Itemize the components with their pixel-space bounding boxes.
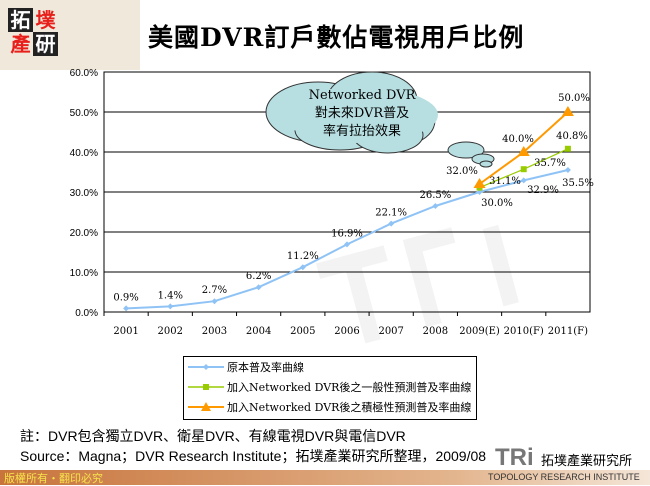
source-text: Source：Magna；DVR Research Institute；拓墣產業… (20, 448, 487, 464)
x-tick-label: 2006 (334, 326, 359, 337)
data-point (520, 166, 527, 173)
callout-text: Networked DVR (309, 88, 417, 103)
data-label: 32.0% (446, 166, 478, 177)
x-tick-label: 2002 (158, 326, 183, 337)
x-tick-label: 2007 (378, 326, 403, 337)
x-tick-label: 2010(F) (504, 326, 544, 337)
data-label: 6.2% (246, 271, 271, 282)
x-tick-label: 2004 (246, 326, 271, 337)
x-tick-label: 2011(F) (548, 326, 588, 337)
copyright-text: 版權所有・翻印必究 (4, 472, 103, 485)
callout-cloud-fill (282, 87, 438, 143)
data-label: 26.5% (419, 190, 451, 201)
data-label: 40.8% (556, 131, 588, 142)
y-tick-label: 10.0% (70, 268, 98, 279)
data-point (473, 178, 486, 188)
legend-item-general: 加入Networked DVR後之一般性預測普及率曲線 (184, 377, 476, 397)
data-label: 22.1% (375, 208, 407, 219)
data-label: 35.7% (534, 158, 566, 169)
callout-text: 對未來DVR普及 (315, 106, 409, 121)
data-label: 16.9% (331, 228, 363, 239)
data-point (123, 305, 130, 312)
data-label: 2.7% (202, 285, 227, 296)
x-tick-label: 2005 (290, 326, 315, 337)
data-label: 50.0% (558, 93, 590, 104)
data-point (344, 241, 350, 248)
x-tick-label: 2001 (113, 326, 138, 337)
data-point (211, 298, 218, 305)
data-point (564, 145, 571, 152)
data-label: 35.5% (562, 178, 594, 189)
chart-legend: 原本普及率曲線 加入Networked DVR後之一般性預測普及率曲線 加入Ne… (183, 356, 477, 420)
data-point (561, 106, 574, 116)
data-point (299, 264, 306, 271)
data-label: 40.0% (502, 134, 534, 145)
y-tick-label: 40.0% (70, 148, 98, 159)
data-point (167, 303, 174, 310)
data-label: 32.9% (527, 185, 559, 196)
note-text: 註：DVR包含獨立DVR、衛星DVR、有線電視DVR與電信DVR (20, 428, 406, 444)
data-point (432, 203, 439, 209)
data-point (388, 220, 395, 227)
y-tick-label: 60.0% (70, 68, 98, 79)
callout-bubble (479, 160, 493, 168)
x-tick-label: 2008 (423, 326, 448, 337)
page-title: 美國DVR訂戶數佔電視用戶比例 (148, 23, 525, 52)
legend-item-aggressive: 加入Networked DVR後之積極性預測普及率曲線 (184, 397, 476, 417)
footer-bar: 版權所有・翻印必究 TOPOLOGY RESEARCH INSTITUTE (0, 470, 650, 485)
data-point (520, 177, 527, 184)
tri-brand-en: TOPOLOGY RESEARCH INSTITUTE (488, 472, 640, 482)
data-label: 30.0% (481, 198, 513, 209)
data-point (517, 146, 530, 156)
data-label: 0.9% (113, 292, 138, 303)
tri-brand: TRi (495, 444, 534, 471)
y-tick-label: 20.0% (70, 228, 98, 239)
y-tick-label: 0.0% (75, 308, 98, 319)
logo: 拓墣產研 (8, 8, 60, 56)
data-point (564, 167, 571, 173)
data-label: 11.2% (287, 251, 319, 262)
tri-brand-cn: 拓墣產業研究所 (541, 454, 633, 469)
callout-text: 率有拉抬效果 (323, 123, 401, 139)
data-point (255, 284, 262, 291)
y-tick-label: 50.0% (70, 108, 98, 119)
data-label: 31.1% (489, 176, 521, 187)
tri-logo: TRi 拓墣產業研究所 (495, 444, 645, 471)
x-tick-label: 2009(E) (459, 326, 500, 337)
x-tick-label: 2003 (202, 326, 227, 337)
legend-item-original: 原本普及率曲線 (184, 357, 476, 377)
data-label: 1.4% (158, 290, 183, 301)
callout-bubble (447, 141, 485, 159)
y-tick-label: 30.0% (70, 188, 98, 199)
